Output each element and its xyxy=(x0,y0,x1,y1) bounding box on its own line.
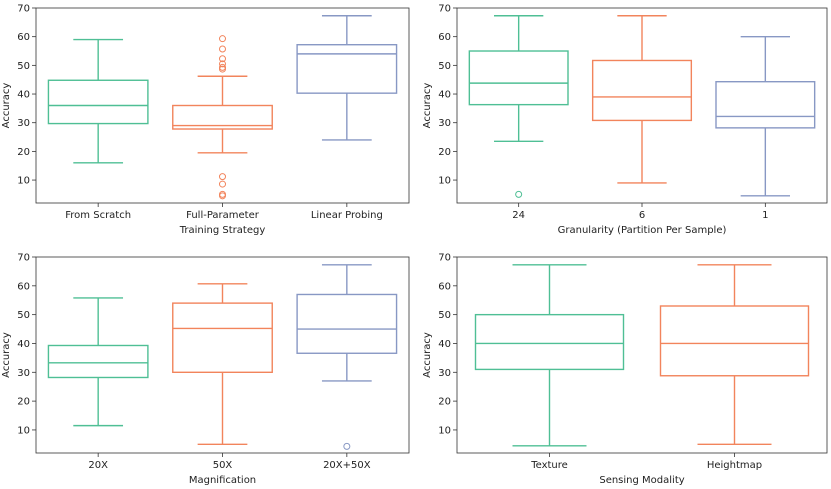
box-iqr xyxy=(47,79,149,125)
plot-frame xyxy=(456,256,828,454)
y-tick-label: 50 xyxy=(438,310,451,321)
y-tick-label: 60 xyxy=(17,281,30,292)
box-iqr xyxy=(715,80,816,129)
outlier-point xyxy=(219,173,226,181)
box-iqr xyxy=(296,293,398,354)
box-iqr xyxy=(468,50,569,106)
y-tick-label: 40 xyxy=(438,90,451,101)
outlier-point xyxy=(219,55,226,63)
box-2 xyxy=(659,264,810,446)
box-1 xyxy=(47,38,149,164)
x-axis-label: Magnification xyxy=(189,475,256,486)
y-tick-label: 30 xyxy=(438,368,451,379)
y-tick-label: 20 xyxy=(438,397,451,408)
x-tick-label: Heightmap xyxy=(707,460,762,471)
chart-panel-2: 10 20 30 40 50 60 70 Accuracy Granularity (Parti… xyxy=(422,4,828,236)
y-axis-label: Accuracy xyxy=(422,332,433,378)
x-axis-label: Sensing Modality xyxy=(599,475,684,486)
outlier-point xyxy=(219,65,226,73)
y-tick-label: 60 xyxy=(438,281,451,292)
outlier-point xyxy=(219,35,226,43)
outlier-point xyxy=(515,190,523,198)
x-tick-label: 50X xyxy=(213,460,233,471)
y-tick-label: 70 xyxy=(17,4,30,15)
y-tick-label: 30 xyxy=(438,118,451,129)
y-tick-label: 20 xyxy=(17,147,30,158)
box-3 xyxy=(715,35,816,197)
box-iqr xyxy=(659,305,810,377)
y-tick-label: 10 xyxy=(438,176,451,187)
x-tick-label: 6 xyxy=(639,210,645,221)
box-iqr xyxy=(172,104,273,130)
box-iqr xyxy=(591,59,693,122)
y-tick-label: 30 xyxy=(17,368,30,379)
box-iqr xyxy=(296,44,398,94)
box-3 xyxy=(296,15,398,141)
y-tick-label: 70 xyxy=(17,253,30,264)
chart-panel-3: 10 20 30 40 50 60 70 Accuracy Magnification 20X 50… xyxy=(1,253,410,486)
box-iqr xyxy=(474,313,625,371)
y-tick-label: 70 xyxy=(438,253,451,264)
y-tick-label: 40 xyxy=(17,90,30,101)
y-tick-label: 20 xyxy=(17,397,30,408)
x-tick-label: Linear Probing xyxy=(311,210,383,221)
y-tick-label: 60 xyxy=(17,32,30,43)
x-tick-label: 20X xyxy=(88,460,108,471)
y-axis-label: Accuracy xyxy=(1,83,12,129)
outlier-point xyxy=(343,442,351,450)
y-axis-label: Accuracy xyxy=(422,83,433,129)
y-tick-label: 20 xyxy=(438,147,451,158)
outlier-point xyxy=(219,45,226,53)
box-1 xyxy=(47,297,149,427)
y-tick-label: 50 xyxy=(17,310,30,321)
y-tick-label: 60 xyxy=(438,32,451,43)
y-tick-label: 70 xyxy=(438,4,451,15)
x-tick-label: 1 xyxy=(762,210,768,221)
y-tick-label: 30 xyxy=(17,118,30,129)
box-1 xyxy=(474,264,625,447)
x-tick-label: Full-Parameter xyxy=(186,210,260,221)
box-iqr xyxy=(47,344,149,379)
x-tick-label: 24 xyxy=(512,210,525,221)
y-axis-label: Accuracy xyxy=(1,332,12,378)
y-tick-label: 40 xyxy=(438,339,451,350)
box-1 xyxy=(468,15,569,198)
box-2 xyxy=(591,15,693,184)
y-tick-label: 50 xyxy=(17,61,30,72)
y-tick-label: 10 xyxy=(438,425,451,436)
y-tick-label: 10 xyxy=(17,176,30,187)
box-2 xyxy=(172,283,273,446)
outlier-point xyxy=(219,60,226,68)
y-tick-label: 40 xyxy=(17,339,30,350)
box-iqr xyxy=(172,302,273,373)
box-3 xyxy=(296,264,398,450)
y-tick-label: 50 xyxy=(438,61,451,72)
box-2 xyxy=(172,35,273,200)
chart-panel-4: 10 20 30 40 50 60 70 Accuracy Sensing Modality Te… xyxy=(422,253,828,486)
x-axis-label: Training Strategy xyxy=(179,225,266,236)
x-tick-label: From Scratch xyxy=(65,210,131,221)
y-tick-label: 10 xyxy=(17,425,30,436)
outlier-point xyxy=(219,192,226,200)
x-tick-label: Texture xyxy=(530,460,568,471)
x-axis-label: Granularity (Partition Per Sample) xyxy=(558,225,727,236)
outlier-point xyxy=(219,180,226,188)
chart-panel-1: 10 20 30 40 50 60 70 Accuracy Training Strategy F… xyxy=(1,4,410,236)
x-tick-label: 20X+50X xyxy=(323,460,371,471)
